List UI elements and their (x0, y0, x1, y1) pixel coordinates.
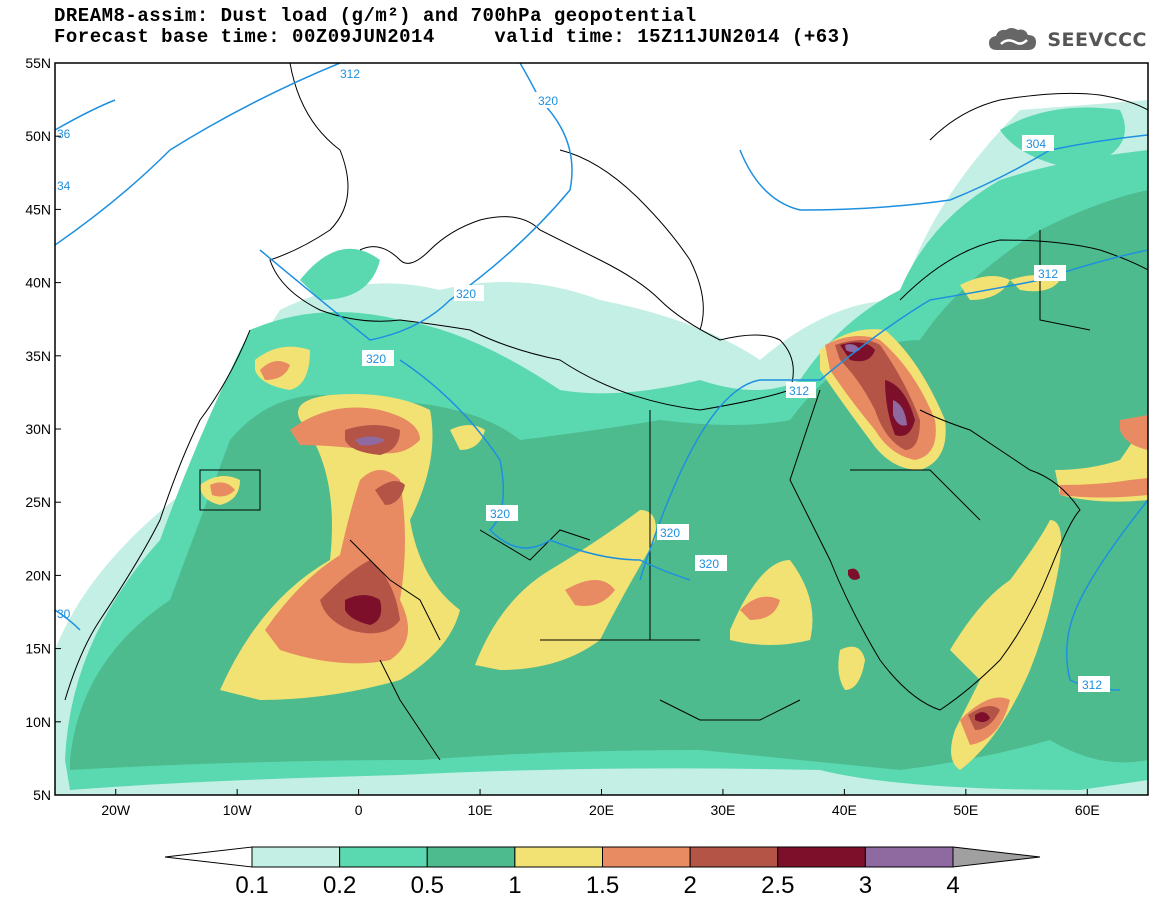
lon-tick-label: 0 (355, 802, 363, 818)
colorbar-label: 4 (946, 872, 959, 899)
colorbar-min-arrow (164, 846, 253, 868)
lat-tick-label: 35N (25, 348, 51, 364)
colorbar-box (251, 846, 341, 868)
lat-tick-label: 20N (25, 567, 51, 583)
map-plot-area (55, 63, 1148, 795)
colorbar-label: 0.1 (235, 872, 268, 899)
latitude-axis: 55N 50N 45N 40N 35N 30N 25N 20N 15N 10N 5N (25, 55, 61, 803)
colorbar-label: 1.5 (586, 872, 619, 899)
colorbar-label: 0.5 (411, 872, 444, 899)
longitude-axis: 20W 10W 0 10E 20E 30E 40E 50E 60E (101, 789, 1100, 818)
contour-label: 312 (1082, 678, 1102, 692)
colorbar-label: 2.5 (761, 872, 794, 899)
colorbar-label: 1 (508, 872, 521, 899)
colorbar-box (689, 846, 779, 868)
lat-tick-label: 5N (33, 787, 51, 803)
contour-label: 320 (538, 94, 558, 108)
colorbar-max-arrow (952, 846, 1041, 868)
contour-labels: 320 312 320 320 320 320 320 312 304 312 … (57, 66, 1110, 692)
contour-label: 320 (660, 526, 680, 540)
lon-tick-label: 20E (589, 802, 614, 818)
contour-label: 320 (366, 352, 386, 366)
colorbar-box (426, 846, 516, 868)
contour-label: 320 (699, 557, 719, 571)
logo-text: SEEVCCC (1047, 29, 1147, 51)
seevccc-logo: SEEVCCC (987, 26, 1147, 54)
colorbar-box (339, 846, 428, 868)
lat-tick-label: 50N (25, 128, 51, 144)
contour-label: 320 (456, 287, 476, 301)
contour-label: 312 (1038, 267, 1058, 281)
lat-tick-label: 55N (25, 55, 51, 71)
cloud-icon (989, 28, 1037, 50)
colorbar-label: 2 (683, 872, 696, 899)
lat-tick-label: 40N (25, 275, 51, 291)
lat-tick-label: 15N (25, 641, 51, 657)
contour-label: 312 (340, 67, 360, 81)
lon-tick-label: 50E (953, 802, 978, 818)
colorbar-box (864, 846, 954, 868)
lat-tick-label: 45N (25, 201, 51, 217)
contour-label: 304 (1026, 137, 1046, 151)
lat-tick-label: 30N (25, 421, 51, 437)
contour-label: 30 (57, 607, 71, 621)
colorbar: 0.1 0.2 0.5 1 1.5 2 2.5 3 4 (164, 846, 1041, 899)
colorbar-box (777, 846, 866, 868)
colorbar-box (514, 846, 603, 868)
contour-label: 312 (789, 384, 809, 398)
lat-tick-label: 25N (25, 494, 51, 510)
lat-tick-label: 10N (25, 714, 51, 730)
lon-tick-label: 10E (468, 802, 493, 818)
coastlines (64, 63, 1148, 761)
lon-tick-label: 40E (832, 802, 857, 818)
map-subtitle: Forecast base time: 00Z09JUN2014 valid t… (54, 26, 852, 48)
colorbar-box (602, 846, 691, 868)
contour-label: 34 (57, 179, 71, 193)
lon-tick-label: 30E (710, 802, 735, 818)
lon-tick-label: 20W (101, 802, 131, 818)
colorbar-label: 3 (859, 872, 872, 899)
contour-label: 36 (57, 127, 71, 141)
contour-label: 320 (490, 507, 510, 521)
map-title: DREAM8-assim: Dust load (g/m²) and 700hP… (54, 5, 697, 27)
lon-tick-label: 10W (223, 802, 253, 818)
lon-tick-label: 60E (1075, 802, 1100, 818)
colorbar-label: 0.2 (323, 872, 356, 899)
